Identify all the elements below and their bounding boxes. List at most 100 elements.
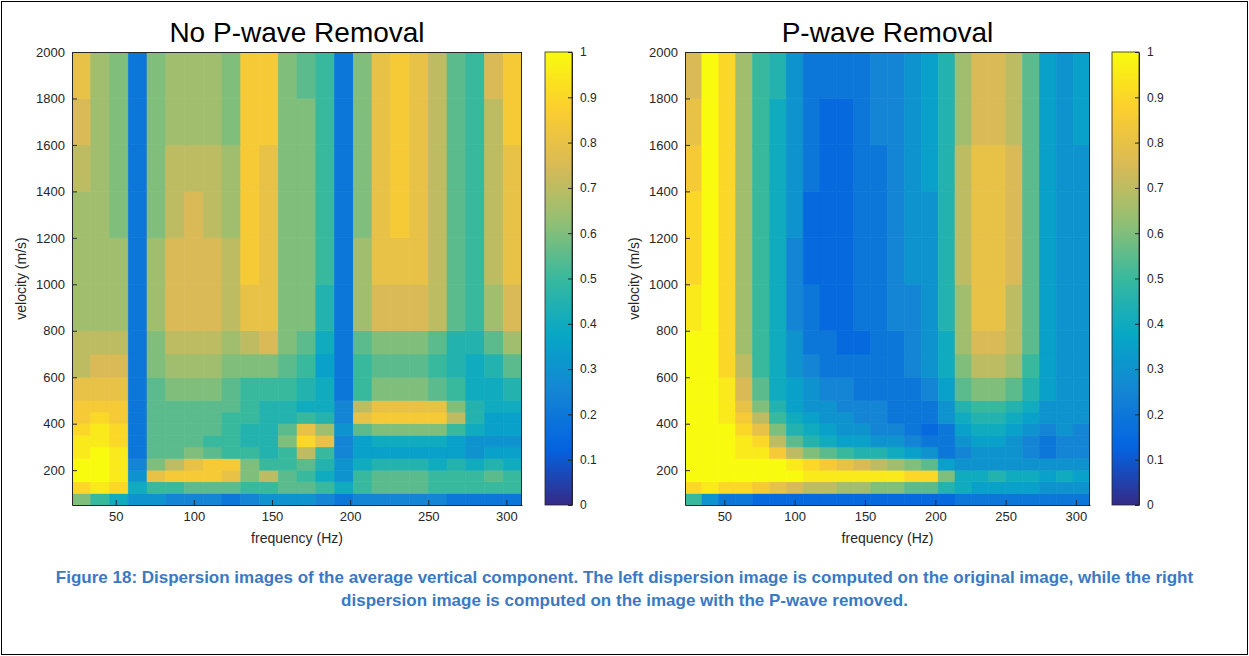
heatmap-cell bbox=[72, 424, 91, 436]
heatmap-cell bbox=[297, 447, 316, 459]
heatmap-cell bbox=[1039, 424, 1056, 436]
heatmap-cell bbox=[1056, 377, 1073, 400]
heatmap-cell bbox=[485, 377, 504, 400]
heatmap-cell bbox=[820, 331, 837, 354]
heatmap-cell bbox=[110, 482, 129, 494]
heatmap-cell bbox=[503, 482, 522, 494]
heatmap-cell bbox=[955, 482, 972, 494]
heatmap-cell bbox=[1073, 52, 1090, 98]
heatmap-cell bbox=[166, 435, 185, 447]
heatmap-cell bbox=[503, 470, 522, 482]
heatmap-cell bbox=[719, 98, 736, 144]
heatmap-cell bbox=[353, 238, 372, 284]
heatmap-cell bbox=[147, 145, 166, 191]
heatmap-cell bbox=[91, 377, 110, 400]
heatmap-cell bbox=[353, 493, 372, 505]
heatmap-cell bbox=[335, 459, 354, 471]
heatmap-cell bbox=[719, 52, 736, 98]
heatmap-cell bbox=[241, 354, 260, 377]
heatmap-cell bbox=[147, 412, 166, 424]
heatmap-cell bbox=[753, 435, 770, 447]
heatmap-cell bbox=[837, 482, 854, 494]
tick: 50 bbox=[109, 500, 123, 524]
heatmap-cell bbox=[719, 470, 736, 482]
tick-mark bbox=[72, 238, 77, 239]
heatmap-cell bbox=[837, 447, 854, 459]
heatmap-cell bbox=[871, 493, 888, 505]
tick: 200 bbox=[656, 463, 690, 478]
heatmap-cell bbox=[147, 284, 166, 330]
heatmap-cell bbox=[428, 52, 447, 98]
heatmap-cell bbox=[803, 284, 820, 330]
heatmap-cell bbox=[820, 98, 837, 144]
heatmap-cell bbox=[222, 191, 241, 237]
heatmap-cell bbox=[503, 377, 522, 400]
heatmap-cell bbox=[888, 377, 905, 400]
heatmap-cell bbox=[316, 447, 335, 459]
heatmap-cell bbox=[410, 377, 429, 400]
heatmap-cell bbox=[222, 435, 241, 447]
tick: 0.5 bbox=[1135, 272, 1164, 286]
heatmap-cell bbox=[1006, 493, 1023, 505]
heatmap-cell bbox=[685, 424, 702, 436]
heatmap-cell bbox=[904, 52, 921, 98]
heatmap-cell bbox=[466, 435, 485, 447]
tick: 0.6 bbox=[1135, 227, 1164, 241]
heatmap-cell bbox=[353, 284, 372, 330]
heatmap-cell bbox=[485, 400, 504, 412]
heatmap-cell bbox=[972, 470, 989, 482]
tick-label: 100 bbox=[784, 509, 806, 524]
tick-mark bbox=[194, 500, 195, 505]
heatmap-cell bbox=[391, 482, 410, 494]
heatmap-cell bbox=[955, 238, 972, 284]
heatmap-cell bbox=[72, 145, 91, 191]
heatmap-cell bbox=[128, 354, 147, 377]
heatmap-cell bbox=[353, 400, 372, 412]
heatmap-cell bbox=[702, 447, 719, 459]
heatmap-cell bbox=[921, 98, 938, 144]
heatmap-cell bbox=[854, 331, 871, 354]
heatmap-cell bbox=[391, 435, 410, 447]
heatmap-cell bbox=[685, 52, 702, 98]
heatmap-cell bbox=[719, 493, 736, 505]
tick: 400 bbox=[43, 416, 77, 431]
heatmap-cell bbox=[72, 412, 91, 424]
heatmap-cell bbox=[447, 470, 466, 482]
heatmap-cell bbox=[736, 52, 753, 98]
heatmap-cell bbox=[110, 52, 129, 98]
tick-mark bbox=[935, 500, 936, 505]
heatmap-cell bbox=[503, 98, 522, 144]
heatmap-cell bbox=[203, 354, 222, 377]
colorbar-axis: 00.10.20.30.40.50.60.70.80.91 bbox=[568, 45, 597, 512]
heatmap-cell bbox=[447, 424, 466, 436]
heatmap-cell bbox=[702, 284, 719, 330]
heatmap-cell bbox=[854, 98, 871, 144]
heatmap-cell bbox=[91, 98, 110, 144]
heatmap-cell bbox=[316, 459, 335, 471]
heatmap-cell bbox=[185, 284, 204, 330]
heatmap-cell bbox=[854, 145, 871, 191]
heatmap-cell bbox=[702, 424, 719, 436]
heatmap-cell bbox=[1039, 331, 1056, 354]
tick-label: 400 bbox=[43, 416, 65, 431]
tick-label: 0.4 bbox=[1147, 317, 1164, 331]
heatmap-cell bbox=[485, 191, 504, 237]
heatmap-cell bbox=[485, 493, 504, 505]
heatmap-cell bbox=[888, 435, 905, 447]
heatmap-cell bbox=[447, 435, 466, 447]
heatmap-cell bbox=[719, 145, 736, 191]
heatmap-cell bbox=[166, 52, 185, 98]
heatmap-cell bbox=[147, 354, 166, 377]
heatmap-cell bbox=[278, 284, 297, 330]
tick-mark bbox=[685, 238, 690, 239]
heatmap-cell bbox=[1073, 98, 1090, 144]
tick-label: 600 bbox=[43, 370, 65, 385]
tick-mark bbox=[568, 324, 572, 325]
heatmap-cell bbox=[297, 145, 316, 191]
heatmap-cell bbox=[353, 482, 372, 494]
heatmap-cell bbox=[989, 191, 1006, 237]
heatmap-cell bbox=[820, 284, 837, 330]
heatmap-cell bbox=[955, 493, 972, 505]
heatmap-cell bbox=[147, 331, 166, 354]
heatmap-cell bbox=[110, 493, 129, 505]
